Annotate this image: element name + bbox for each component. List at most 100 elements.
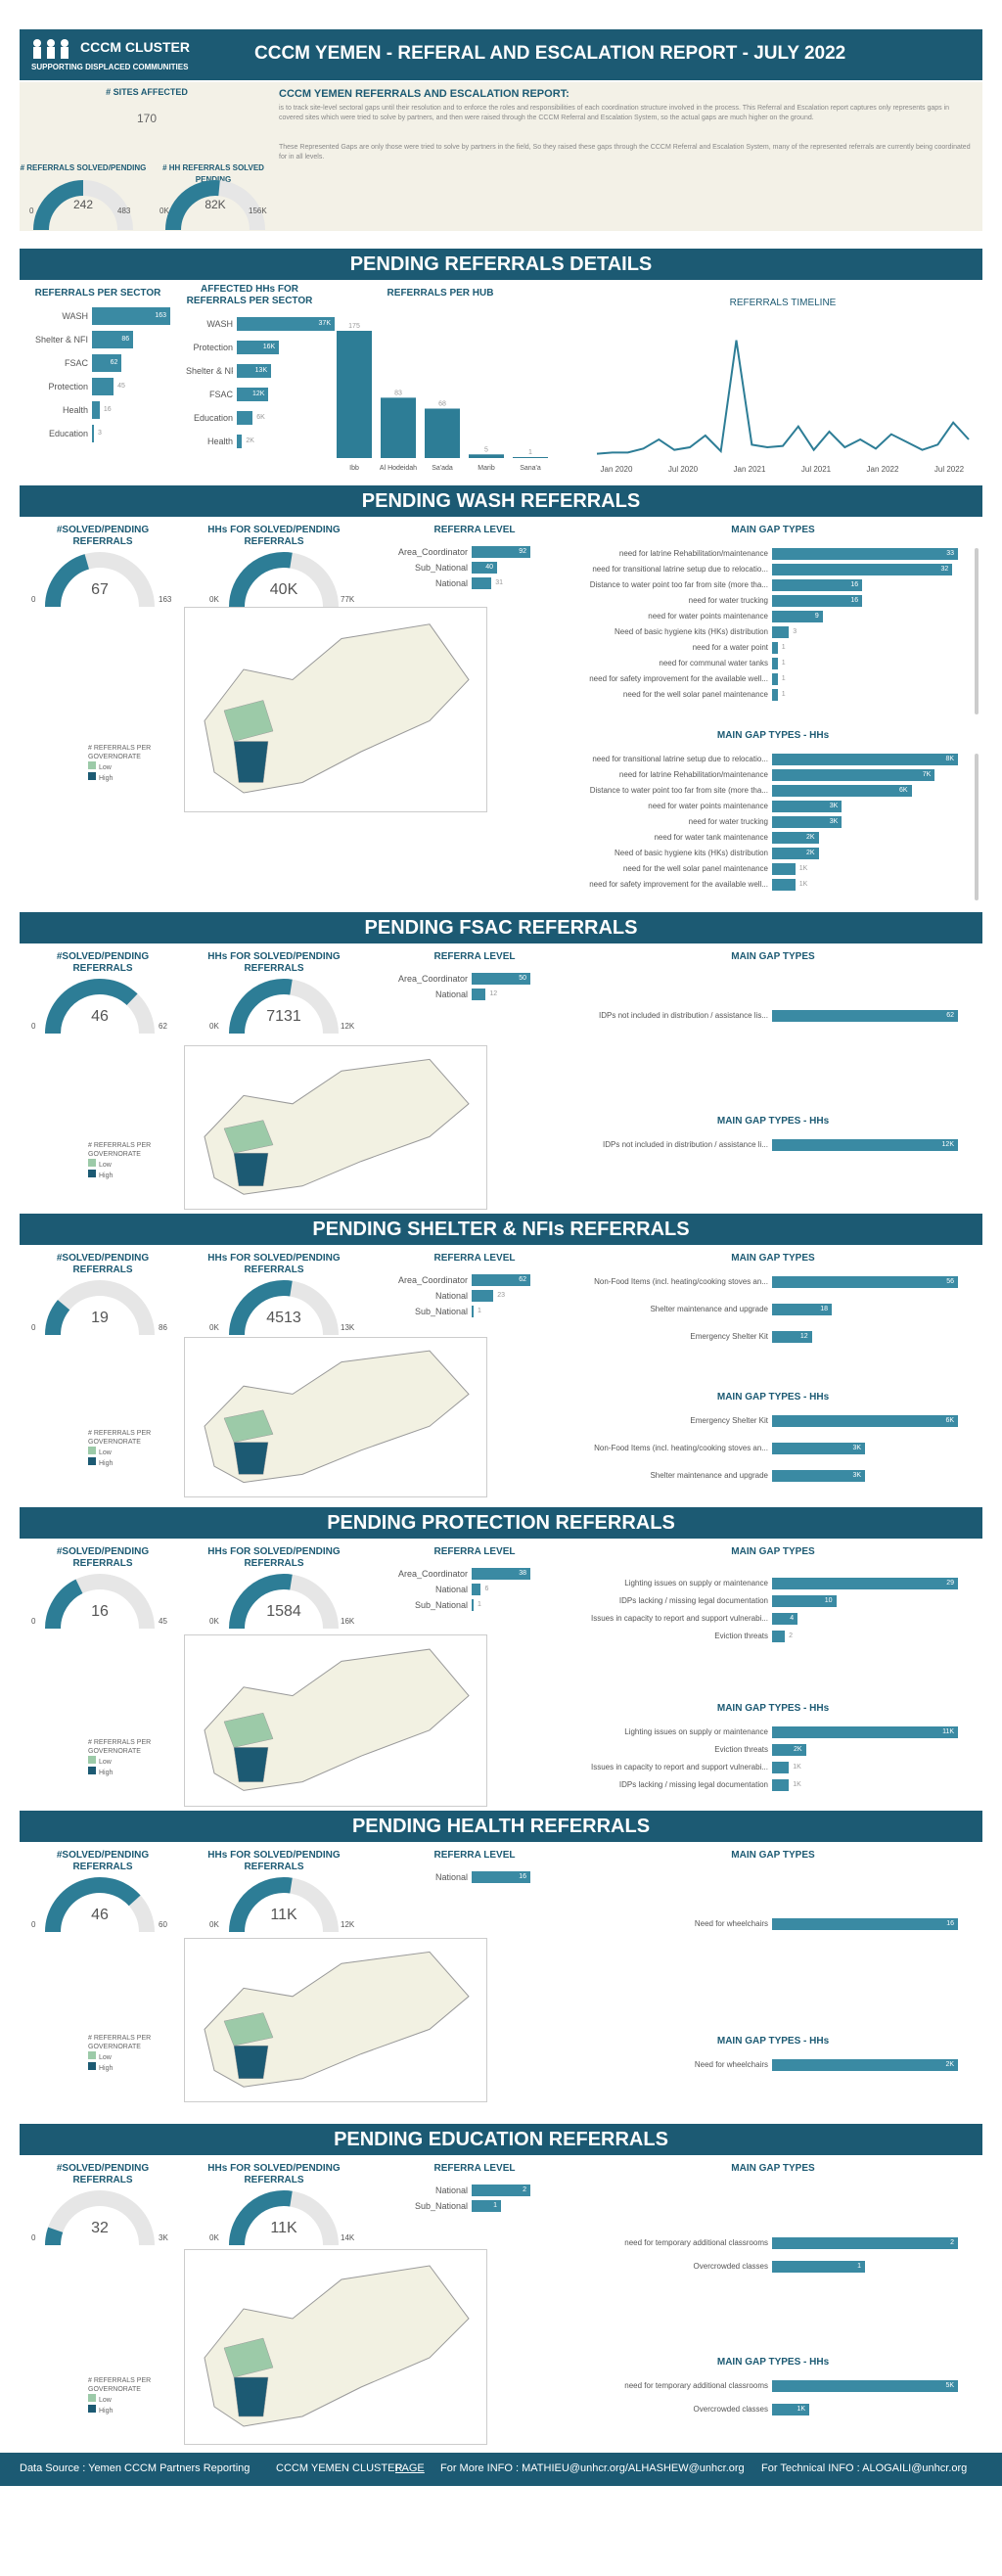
hh-gauge (165, 180, 265, 231)
gauge-fill (229, 552, 293, 608)
health-g1-label: #SOLVED/PENDING REFERRALS (56, 1850, 150, 1872)
health-level-chart: National 16 (382, 1871, 577, 1930)
health-yemen-map (184, 1938, 487, 2102)
bar-label: National (434, 1291, 468, 1301)
hub-label: Ibb (349, 465, 359, 472)
legend-low: Low (88, 1159, 166, 1170)
bar-value: 3K (829, 803, 839, 809)
legend-low: Low (88, 1447, 166, 1457)
education-gap-hh-chart: need for temporary additional classrooms… (533, 2380, 974, 2576)
governorate-high (233, 2045, 269, 2080)
bar-value: 163 (155, 312, 166, 319)
bar-value: 2K (805, 850, 815, 856)
bar-label: IDPs lacking / missing legal documentati… (618, 1596, 768, 1605)
governorate-low (223, 700, 274, 742)
fsac-g1-label: #SOLVED/PENDING REFERRALS (56, 951, 150, 974)
legend-title: # REFERRALS PER GOVERNORATE (88, 2035, 152, 2050)
wash-g1-label: #SOLVED/PENDING REFERRALS (56, 525, 150, 547)
footer-cluster: CCCM YEMEN CLUSTER (276, 2462, 403, 2474)
bar (472, 989, 486, 1000)
governorate-high (233, 1747, 269, 1782)
wash-gap-hh-scrollbar[interactable] (975, 754, 979, 900)
bar-value: 2K (945, 2061, 954, 2068)
bar-value: 38 (519, 1570, 526, 1577)
bar-value: 1K (793, 1764, 801, 1771)
bar-value: 3 (98, 430, 102, 437)
legend-high: High (88, 1767, 166, 1777)
protection-level-chart: Area_Coordinator 38 National 6 Sub_National 1 (382, 1568, 577, 1627)
bar-value: 86 (121, 336, 130, 343)
bar-value: 37K (318, 320, 331, 327)
yemen-outline (204, 1951, 470, 2088)
bar-value: 1 (781, 675, 786, 682)
health-map-legend: # REFERRALS PER GOVERNORATE Low High (88, 2034, 166, 2073)
bar (772, 832, 819, 844)
bar (472, 1568, 530, 1580)
bar-label: Education (193, 413, 233, 423)
timeline-tick: Jan 2020 (601, 465, 633, 474)
bar-value: 32 (940, 566, 949, 573)
bar-value: 6K (898, 787, 908, 794)
health-referrals-gauge (45, 1877, 155, 1933)
bar-value: 13K (254, 367, 268, 374)
bar (92, 331, 134, 348)
bar-value: 18 (820, 1306, 829, 1312)
bar-label: need for water tank maintenance (654, 833, 768, 842)
bar-value: 10 (824, 1597, 833, 1604)
bar (772, 754, 958, 765)
bar (772, 1010, 958, 1022)
bar-label: need for transitional latrine setup due … (592, 565, 768, 574)
education-g2-min: 0K (209, 2233, 219, 2242)
hub-label: REFERRALS PER HUB (387, 288, 494, 299)
gauge-fill (45, 1579, 83, 1630)
bar (472, 562, 498, 574)
bar (772, 1631, 786, 1642)
bar-value: 9 (814, 613, 819, 620)
bar-value: 2K (246, 437, 254, 444)
bar (772, 626, 790, 638)
protection-map-legend: # REFERRALS PER GOVERNORATE Low High (88, 1738, 166, 1777)
education-g1-max: 3K (159, 2233, 168, 2242)
bar (772, 564, 953, 575)
bar-value: 62 (110, 359, 118, 366)
protection-section-title: PENDING PROTECTION REFERRALS (20, 1507, 982, 1539)
wash-gap-scrollbar[interactable] (975, 548, 979, 714)
bar (237, 364, 272, 378)
legend-title: # REFERRALS PER GOVERNORATE (88, 2377, 152, 2393)
yemen-outline (204, 623, 470, 794)
bar-label: need for communal water tanks (659, 659, 768, 667)
hh-min: 0K (159, 207, 169, 215)
bar-label: Area_Coordinator (397, 974, 468, 984)
legend-title: # REFERRALS PER GOVERNORATE (88, 1739, 152, 1755)
health-gap-chart: Need for wheelchairs 16 (533, 1918, 974, 2114)
bar-value: 1K (798, 865, 808, 872)
bar-label: Health (206, 437, 233, 446)
details-title: PENDING REFERRALS DETAILS (20, 249, 982, 280)
shelter-g1-max: 86 (159, 1323, 167, 1332)
bar (772, 769, 935, 781)
footer-page-link[interactable]: PAGE (395, 2462, 425, 2474)
bar-value: 16 (946, 1920, 954, 1927)
health-g2-min: 0K (209, 1920, 219, 1929)
bar-value: 6K (945, 1417, 954, 1424)
health-g1-value: 46 (91, 1907, 109, 1923)
bar-value: 3K (852, 1445, 861, 1451)
gauge-fill (33, 180, 84, 231)
bar-value: 3 (793, 628, 797, 635)
legend-high-text: High (99, 1460, 114, 1467)
bar-label: Distance to water point too far from sit… (589, 786, 768, 795)
health-section-title: PENDING HEALTH REFERRALS (20, 1811, 982, 1842)
bar-value: 4 (790, 1615, 795, 1622)
shelter-referrals-gauge (45, 1280, 155, 1336)
education-g2-max: 14K (341, 2233, 355, 2242)
education-level-chart: National 2 Sub_National 1 (382, 2185, 577, 2243)
health-level-label: REFERRA LEVEL (433, 1850, 516, 1861)
hub-value: 5 (484, 446, 488, 453)
shelter-g1-value: 19 (91, 1310, 109, 1326)
bar-label: Shelter maintenance and upgrade (650, 1305, 768, 1313)
yemen-outline (204, 1058, 470, 1195)
wash-gap-hh-label: MAIN GAP TYPES - HHs (716, 730, 830, 741)
legend-high: High (88, 1457, 166, 1468)
fsac-level-label: REFERRA LEVEL (433, 951, 516, 962)
shelter-level-chart: Area_Coordinator 62 National 23 Sub_National… (382, 1274, 577, 1333)
